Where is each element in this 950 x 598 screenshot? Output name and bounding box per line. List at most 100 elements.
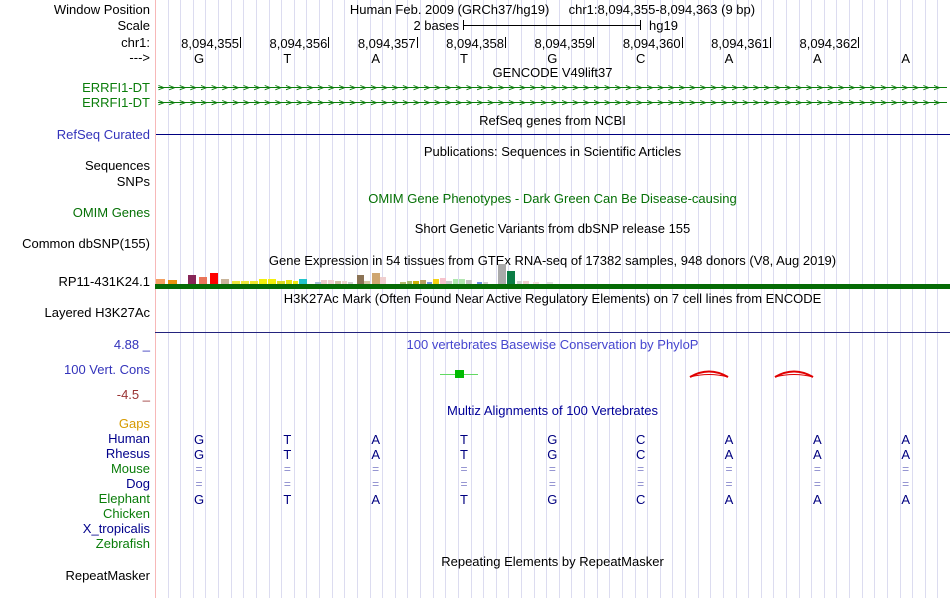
- track-title-dbsnp[interactable]: Short Genetic Variants from dbSNP releas…: [414, 221, 691, 236]
- track-title-refseq[interactable]: RefSeq genes from NCBI: [479, 113, 626, 128]
- track-title-gencode[interactable]: GENCODE V49lift37: [492, 65, 613, 80]
- gtex-tissue-bar: [380, 277, 386, 284]
- alignment-cell: G: [193, 492, 205, 507]
- alignment-cell: A: [724, 432, 734, 447]
- gtex-tissue-bar: [321, 280, 327, 284]
- species-label-rhesus[interactable]: Rhesus: [105, 446, 150, 461]
- track-label-snps[interactable]: SNPs: [116, 174, 150, 189]
- track-label-conservation[interactable]: 100 Vert. Cons: [64, 362, 150, 377]
- gridline: [659, 0, 661, 598]
- gene-errfi1-dt-2[interactable]: >>>>>>>>>>>>>>>>>>>>>>>>>>>>>>>>>>>>>>>>…: [158, 96, 947, 109]
- track-title-gtex[interactable]: Gene Expression in 54 tissues from GTEx …: [268, 253, 837, 268]
- alignment-cell: T: [283, 432, 292, 447]
- alignment-cell: T: [460, 432, 468, 447]
- gtex-tissue-bar: [299, 279, 307, 284]
- gene-label-errfi1-dt-2[interactable]: ERRFI1-DT: [82, 95, 150, 110]
- track-label-dbsnp[interactable]: Common dbSNP(155): [22, 236, 150, 251]
- species-label-x_tropicalis[interactable]: X_tropicalis: [82, 521, 150, 536]
- base-letter: A: [724, 51, 734, 66]
- gtex-tissue-bar: [188, 275, 196, 284]
- scale-assembly: hg19: [649, 18, 678, 33]
- gene-label-errfi1-dt-1[interactable]: ERRFI1-DT: [82, 80, 150, 95]
- ruler-position[interactable]: 8,094,358: [446, 36, 504, 51]
- alignment-cell: =: [902, 462, 910, 476]
- track-label-sequences[interactable]: Sequences: [84, 158, 150, 173]
- track-label-refseq-curated[interactable]: RefSeq Curated: [56, 127, 150, 142]
- gtex-tissue-bar: [547, 282, 553, 284]
- assembly-title: Human Feb. 2009 (GRCh37/hg19): [349, 2, 550, 17]
- track-title-conservation[interactable]: 100 vertebrates Basewise Conservation by…: [406, 337, 699, 352]
- alignment-cell: A: [901, 492, 910, 507]
- gridline: [293, 0, 295, 598]
- gridline: [748, 0, 750, 598]
- gridline: [306, 0, 308, 598]
- species-label-gaps[interactable]: Gaps: [118, 416, 150, 431]
- track-title-h3k27ac[interactable]: H3K27Ac Mark (Often Found Near Active Re…: [283, 291, 822, 306]
- gridline: [584, 0, 586, 598]
- gridline: [647, 0, 649, 598]
- gridline: [483, 0, 485, 598]
- ruler-position[interactable]: 8,094,357: [357, 36, 416, 51]
- gtex-gene-label[interactable]: RP11-431K24.1: [58, 274, 150, 289]
- gridline: [735, 0, 737, 598]
- ruler-position[interactable]: 8,094,361: [711, 36, 769, 51]
- gtex-tissue-bar: [446, 281, 452, 284]
- gtex-tissue-bar: [364, 281, 370, 284]
- ruler-tick: [593, 37, 595, 48]
- gridline: [596, 0, 598, 598]
- species-label-dog[interactable]: Dog: [126, 476, 150, 491]
- ruler-position[interactable]: 8,094,355: [181, 36, 239, 51]
- track-label-h3k27ac[interactable]: Layered H3K27Ac: [44, 305, 150, 320]
- species-label-human[interactable]: Human: [108, 431, 150, 446]
- gene-line: [158, 102, 947, 103]
- gridline: [823, 0, 825, 598]
- gene-errfi1-dt-1[interactable]: >>>>>>>>>>>>>>>>>>>>>>>>>>>>>>>>>>>>>>>>…: [158, 81, 947, 94]
- scale-bar-left-tick: [463, 20, 464, 30]
- gridline: [899, 0, 901, 598]
- gridline: [205, 0, 207, 598]
- gtex-tissue-bar: [517, 281, 522, 284]
- gtex-tissue-bar: [440, 278, 446, 284]
- gridline: [672, 0, 674, 598]
- gridline: [937, 0, 939, 598]
- species-label-chicken[interactable]: Chicken: [103, 506, 150, 521]
- scale-label: Scale: [117, 18, 150, 33]
- track-title-publications[interactable]: Publications: Sequences in Scientific Ar…: [423, 144, 682, 159]
- track-title-repeatmasker[interactable]: Repeating Elements by RepeatMasker: [441, 554, 664, 569]
- track-label-omim-genes[interactable]: OMIM Genes: [72, 205, 150, 220]
- gridline: [255, 0, 257, 598]
- species-label-mouse[interactable]: Mouse: [110, 461, 150, 476]
- strand-arrows: >>>>>>>>>>>>>>>>>>>>>>>>>>>>>>>>>>>>>>>>…: [158, 81, 945, 94]
- species-label-elephant[interactable]: Elephant: [98, 491, 150, 506]
- chrom-label: chr1:: [121, 35, 150, 50]
- track-left-boundary-line: [155, 0, 156, 598]
- alignment-cell: G: [547, 432, 558, 447]
- gridline: [861, 0, 863, 598]
- window-position-label: Window Position: [53, 2, 150, 17]
- alignment-cell: T: [283, 492, 292, 507]
- gtex-tissue-bar: [210, 273, 218, 284]
- strand-arrows: >>>>>>>>>>>>>>>>>>>>>>>>>>>>>>>>>>>>>>>>…: [158, 96, 945, 109]
- track-label-repeatmasker[interactable]: RepeatMasker: [65, 568, 150, 583]
- ruler-position[interactable]: 8,094,359: [534, 36, 593, 51]
- gtex-tissue-bar: [433, 279, 439, 284]
- gridline: [533, 0, 535, 598]
- track-title-multiz[interactable]: Multiz Alignments of 100 Vertebrates: [446, 403, 658, 418]
- gridline: [609, 0, 611, 598]
- gridline: [243, 0, 245, 598]
- gridline: [634, 0, 636, 598]
- ruler-position[interactable]: 8,094,356: [269, 36, 328, 51]
- species-label-zebrafish[interactable]: Zebrafish: [95, 536, 150, 551]
- gridline: [786, 0, 787, 598]
- ruler-position[interactable]: 8,094,362: [799, 36, 858, 51]
- ruler-position[interactable]: 8,094,360: [622, 36, 681, 51]
- phylop-negative-arc-1: [689, 370, 729, 378]
- gridline: [281, 0, 283, 598]
- ruler-tick: [681, 37, 683, 48]
- gridline: [495, 0, 497, 598]
- track-title-omim[interactable]: OMIM Gene Phenotypes - Dark Green Can Be…: [368, 191, 737, 206]
- gridline: [445, 0, 447, 598]
- alignment-cell: C: [635, 492, 646, 507]
- gridline: [218, 0, 220, 598]
